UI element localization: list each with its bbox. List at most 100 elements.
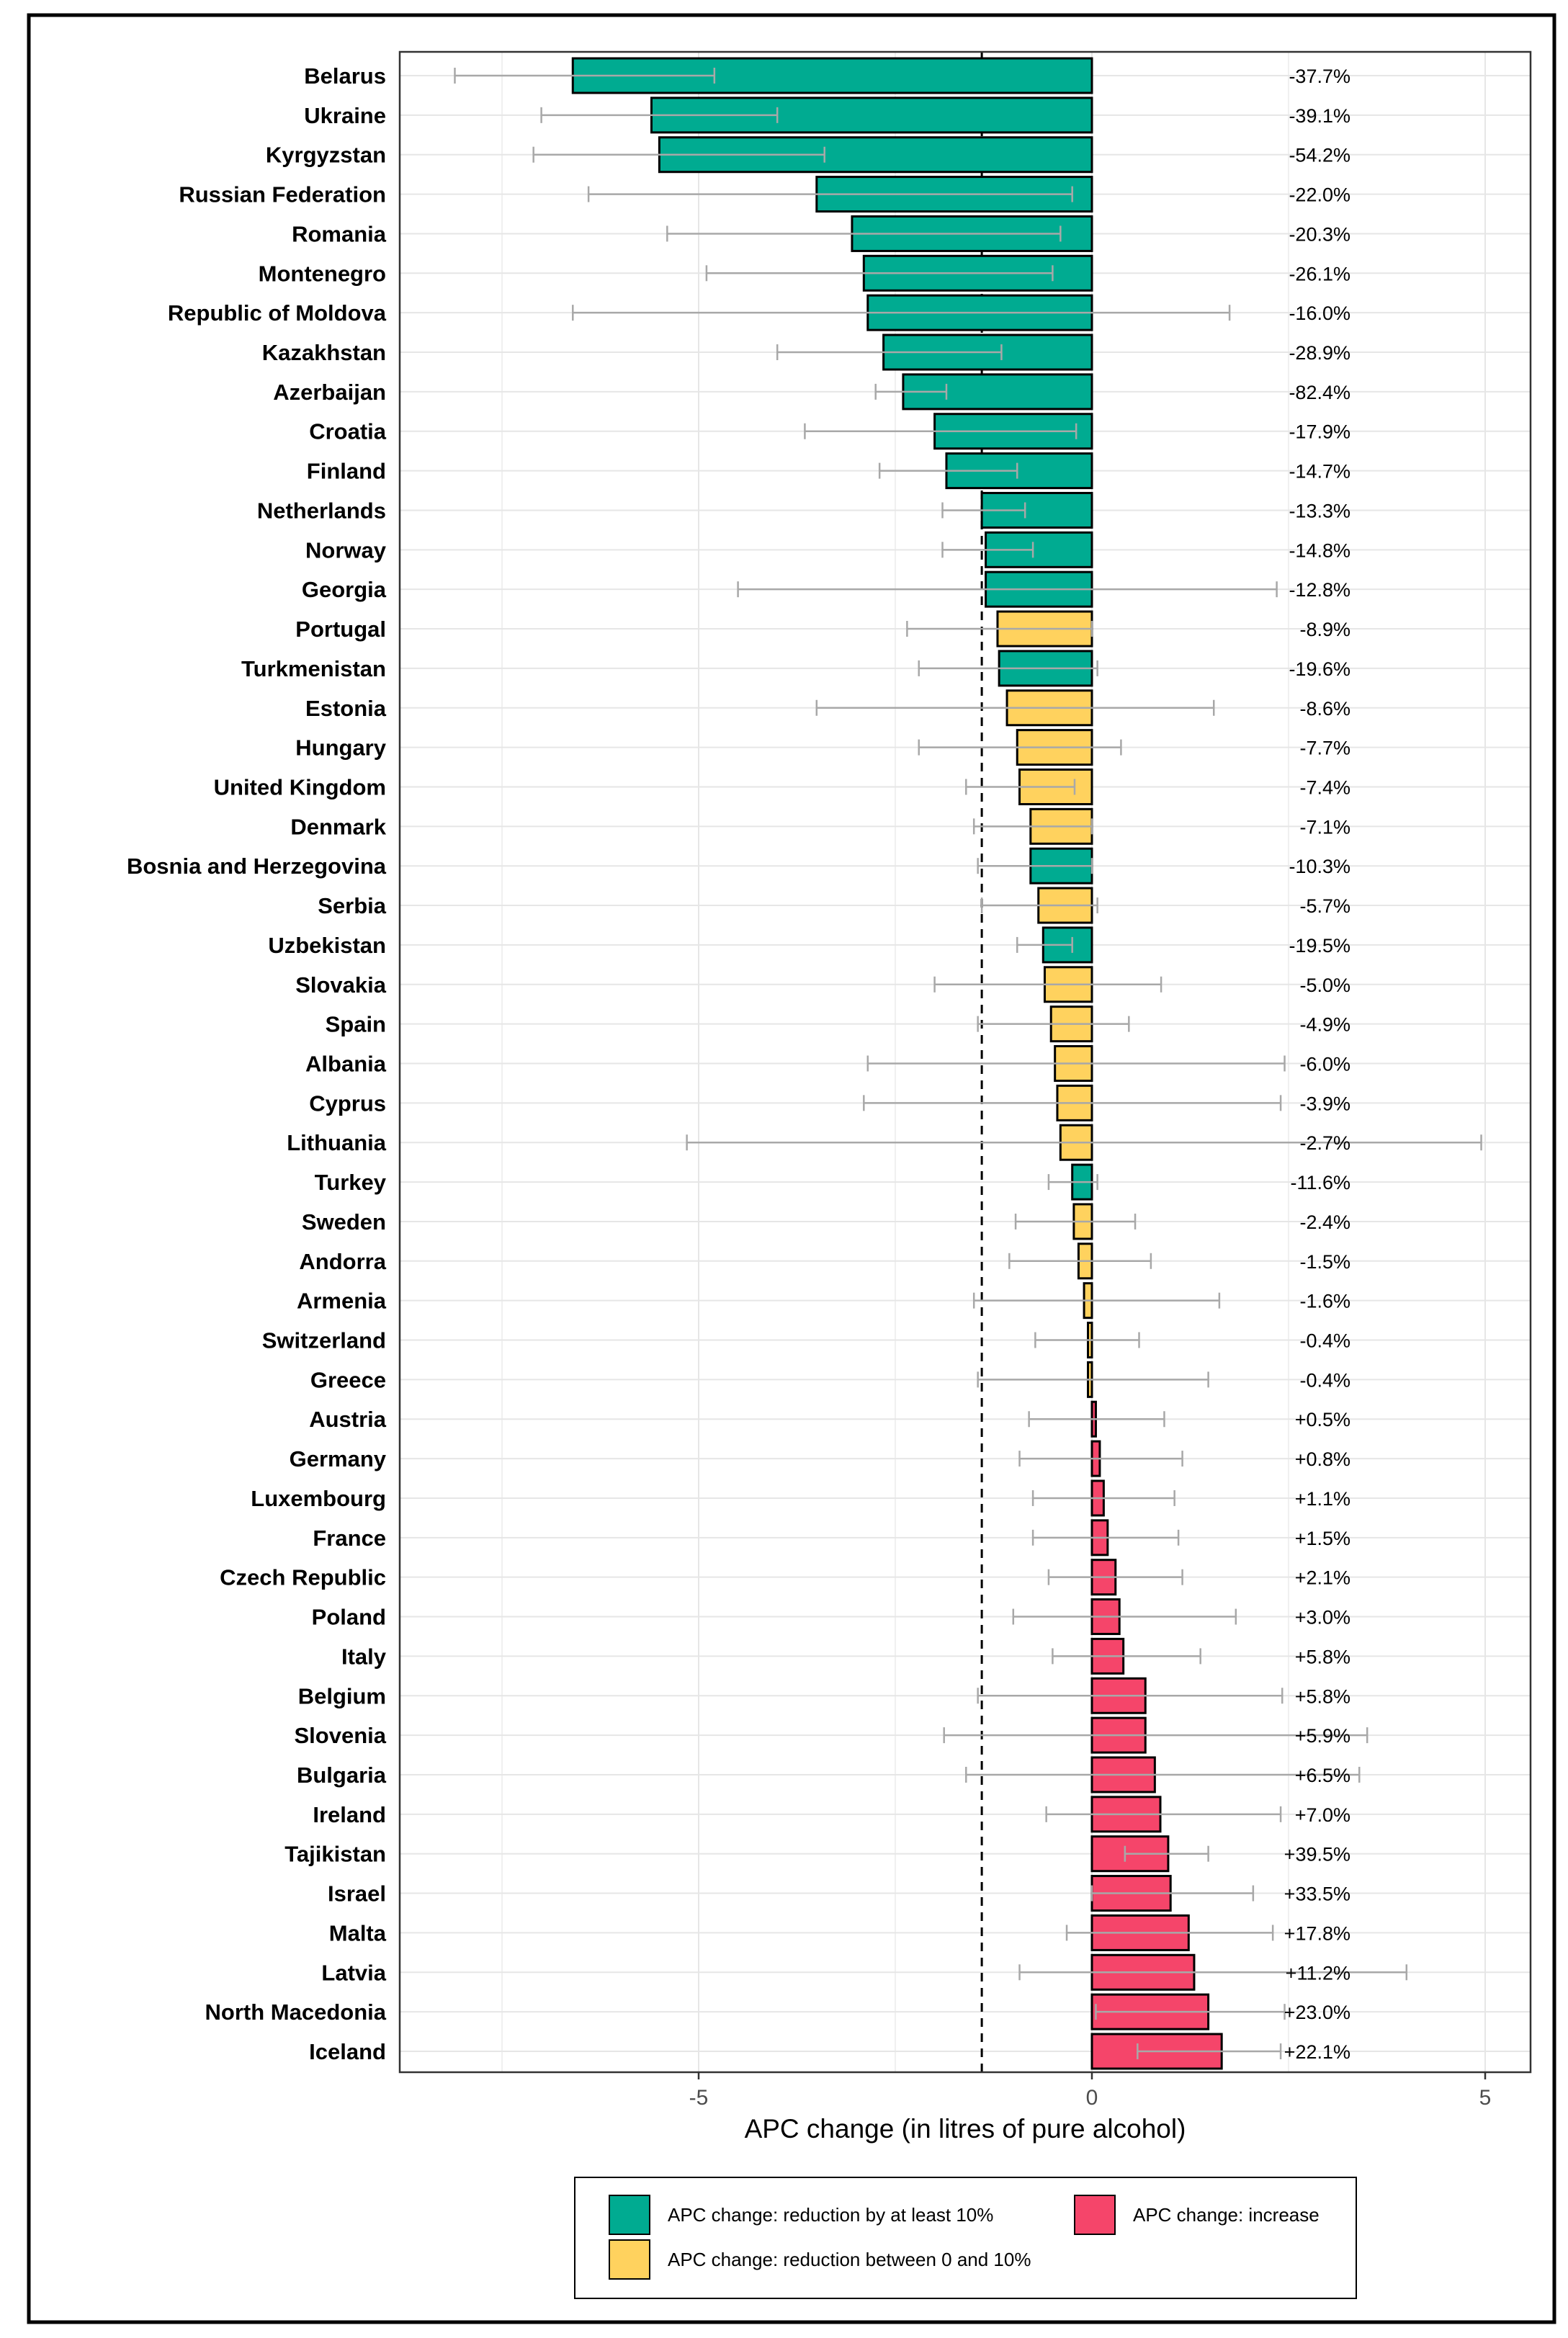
percent-label-bosnia-and-herzegovina: -10.3% — [1289, 856, 1350, 877]
error-bar-estonia — [815, 699, 1215, 716]
percent-label-cyprus: -3.9% — [1299, 1093, 1350, 1114]
error-bar-finland — [878, 462, 1018, 479]
error-bar-austria — [1028, 1411, 1165, 1428]
plot-panel-border — [398, 50, 1532, 2074]
category-label-kyrgyzstan: Kyrgyzstan — [266, 143, 386, 168]
category-label-ireland: Ireland — [313, 1802, 386, 1827]
category-label-denmark: Denmark — [290, 814, 386, 839]
percent-label-portugal: -8.9% — [1299, 619, 1350, 640]
error-bar-georgia — [737, 581, 1278, 598]
category-label-spain: Spain — [326, 1012, 386, 1037]
error-bar-north-macedonia — [1095, 2004, 1286, 2020]
legend-swatch-increase — [1074, 2195, 1116, 2235]
percent-label-hungary: -7.7% — [1299, 738, 1350, 759]
category-label-belarus: Belarus — [304, 63, 386, 89]
error-bar-bulgaria — [965, 1766, 1361, 1783]
category-label-norway: Norway — [305, 537, 387, 563]
category-label-kazakhstan: Kazakhstan — [262, 340, 386, 365]
percent-label-turkmenistan: -19.6% — [1289, 658, 1350, 680]
category-label-poland: Poland — [312, 1605, 386, 1630]
error-bar-germany — [1018, 1451, 1183, 1467]
error-bar-denmark — [972, 818, 1093, 835]
category-label-republic-of-moldova: Republic of Moldova — [168, 300, 387, 326]
percent-label-sweden: -2.4% — [1299, 1211, 1350, 1233]
category-label-sweden: Sweden — [302, 1209, 386, 1235]
error-bar-kyrgyzstan — [532, 146, 825, 163]
category-label-georgia: Georgia — [302, 577, 387, 602]
category-label-portugal: Portugal — [295, 617, 386, 642]
legend-box — [574, 2177, 1357, 2299]
category-label-switzerland: Switzerland — [262, 1328, 386, 1353]
error-bar-armenia — [972, 1292, 1221, 1309]
error-bar-albania — [866, 1055, 1286, 1072]
category-label-finland: Finland — [307, 459, 386, 484]
percent-label-slovakia: -5.0% — [1299, 975, 1350, 996]
percent-label-ireland: +7.0% — [1295, 1804, 1350, 1826]
error-bar-turkmenistan — [918, 660, 1098, 676]
category-label-belgium: Belgium — [298, 1683, 386, 1708]
error-bar-romania — [666, 225, 1062, 242]
category-label-italy: Italy — [341, 1644, 387, 1669]
error-bar-ukraine — [540, 107, 779, 123]
error-bar-sweden — [1014, 1213, 1137, 1230]
percent-label-russian-federation: -22.0% — [1289, 184, 1350, 206]
category-label-slovakia: Slovakia — [295, 972, 387, 998]
percent-label-united-kingdom: -7.4% — [1299, 776, 1350, 798]
category-label-andorra: Andorra — [299, 1249, 386, 1274]
category-label-hungary: Hungary — [295, 735, 387, 761]
category-label-montenegro: Montenegro — [259, 261, 386, 286]
error-bar-iceland — [1137, 2043, 1282, 2059]
category-label-lithuania: Lithuania — [287, 1130, 387, 1155]
error-bar-ireland — [1045, 1806, 1282, 1822]
category-label-turkey: Turkey — [315, 1170, 387, 1195]
percent-label-norway: -14.8% — [1289, 539, 1350, 561]
error-bar-belarus — [454, 68, 716, 84]
category-label-greece: Greece — [310, 1367, 386, 1392]
percent-label-belarus: -37.7% — [1289, 66, 1350, 87]
percent-label-romania: -20.3% — [1289, 223, 1350, 245]
percent-label-armenia: -1.6% — [1299, 1291, 1350, 1312]
percent-label-croatia: -17.9% — [1289, 421, 1350, 443]
percent-label-greece: -0.4% — [1299, 1369, 1350, 1391]
error-bar-serbia — [980, 897, 1098, 914]
percent-label-kazakhstan: -28.9% — [1289, 342, 1350, 364]
percent-label-poland: +3.0% — [1295, 1607, 1350, 1629]
legend: APC change: reduction by at least 10% AP… — [574, 2177, 1357, 2299]
percent-label-switzerland: -0.4% — [1299, 1330, 1350, 1352]
category-label-russian-federation: Russian Federation — [179, 182, 386, 207]
category-label-iceland: Iceland — [309, 2039, 386, 2064]
error-bar-kazakhstan — [776, 344, 1003, 361]
percent-label-uzbekistan: -19.5% — [1289, 935, 1350, 957]
percent-label-denmark: -7.1% — [1299, 816, 1350, 838]
legend-swatch-reduction-0-10 — [609, 2239, 650, 2280]
error-bar-italy — [1052, 1648, 1201, 1665]
percent-label-ukraine: -39.1% — [1289, 105, 1350, 127]
error-bar-bosnia-and-herzegovina — [977, 858, 1093, 874]
x-axis-title: APC change (in litres of pure alcohol) — [745, 2114, 1186, 2144]
x-tick-label-2: 5 — [1479, 2086, 1492, 2110]
x-tick-label-0: -5 — [689, 2086, 709, 2110]
category-label-armenia: Armenia — [297, 1289, 387, 1314]
error-bar-republic-of-moldova — [572, 305, 1231, 321]
error-bar-portugal — [906, 621, 1093, 637]
category-label-netherlands: Netherlands — [257, 498, 386, 523]
error-bar-belgium — [977, 1688, 1283, 1704]
category-labels: Belarus Ukraine Kyrgyzstan Russian Federati… — [127, 63, 387, 2064]
legend-swatch-reduction-10 — [609, 2195, 650, 2235]
percent-label-austria: +0.5% — [1295, 1409, 1350, 1430]
percent-labels: -37.7% -39.1% -54.2% -22.0% -20.3% -26.1% -16.… — [1284, 66, 1350, 2063]
percent-label-republic-of-moldova: -16.0% — [1289, 303, 1350, 324]
error-bar-luxembourg — [1031, 1490, 1175, 1506]
error-bar-andorra — [1008, 1253, 1152, 1269]
percent-label-andorra: -1.5% — [1299, 1251, 1350, 1273]
category-label-france: France — [313, 1526, 386, 1551]
category-label-croatia: Croatia — [309, 419, 387, 444]
category-label-czech-republic: Czech Republic — [220, 1565, 386, 1590]
category-label-bosnia-and-herzegovina: Bosnia and Herzegovina — [127, 854, 387, 879]
error-bar-slovakia — [933, 976, 1162, 993]
category-label-albania: Albania — [305, 1052, 387, 1077]
category-label-tajikistan: Tajikistan — [285, 1842, 386, 1867]
category-label-north-macedonia: North Macedonia — [205, 1999, 387, 2025]
error-bar-hungary — [918, 739, 1122, 756]
error-bar-israel — [1090, 1885, 1255, 1902]
